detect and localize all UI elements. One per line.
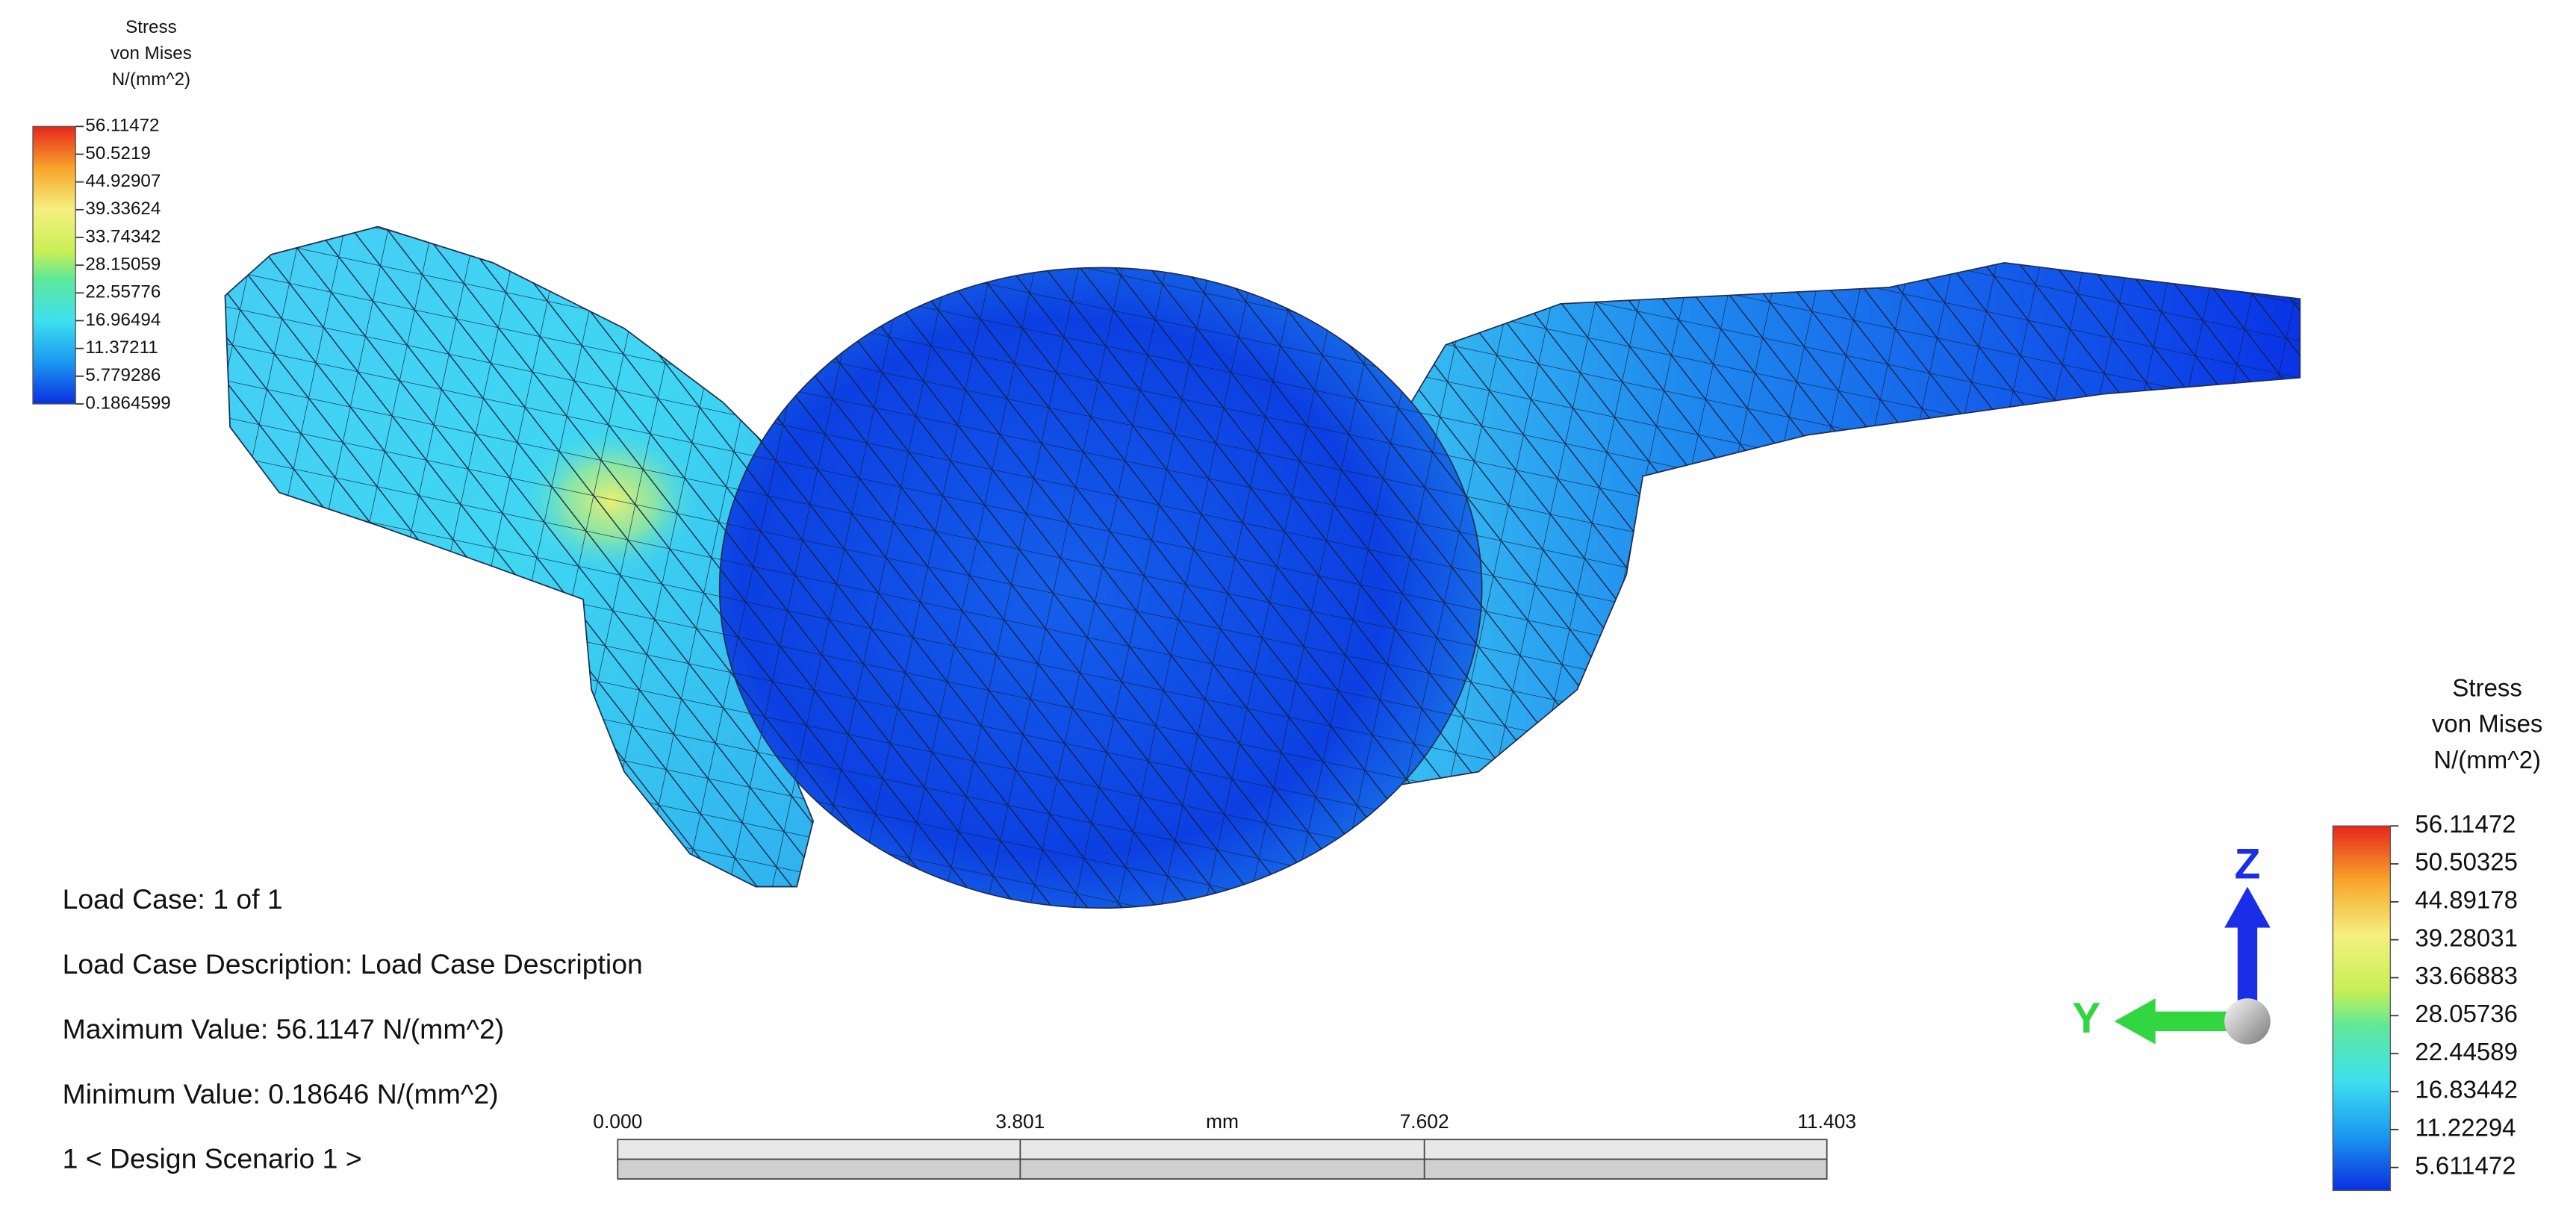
legend-label: 22.44589 xyxy=(2415,1038,2518,1065)
legend-label: 28.05736 xyxy=(2415,1000,2518,1027)
left-arm-mesh xyxy=(225,226,814,887)
legend-label: 44.89178 xyxy=(2415,886,2518,914)
legend-label: 39.33624 xyxy=(85,199,161,219)
legend-title: N/(mm^2) xyxy=(112,69,190,90)
legend-label: 56.11472 xyxy=(85,116,159,136)
legend-label: 22.55776 xyxy=(85,282,161,302)
y-arrow xyxy=(2114,998,2243,1045)
scale-label: 3.801 xyxy=(995,1110,1045,1133)
scale-unit: mm xyxy=(1206,1110,1239,1133)
body-sphere-mesh xyxy=(719,267,1482,909)
legend-label: 33.74342 xyxy=(85,226,161,246)
z-label: Z xyxy=(2234,840,2260,888)
legend-label: 0.1864599 xyxy=(85,393,170,413)
y-label: Y xyxy=(2072,995,2100,1042)
legend-title: Stress xyxy=(125,17,177,37)
legend-bar xyxy=(32,125,76,405)
scale-bar-bottom xyxy=(617,1158,1828,1180)
legend-label: 11.22294 xyxy=(2415,1114,2516,1142)
scale-bar: 0.000 3.801 7.602 11.403 mm xyxy=(593,1110,1856,1180)
legend-label: 44.92907 xyxy=(85,171,161,191)
legend-label: 5.611472 xyxy=(2415,1151,2516,1179)
info-line: Load Case: 1 of 1 xyxy=(63,883,283,915)
scale-label: 7.602 xyxy=(1400,1110,1449,1133)
right-arm-mesh xyxy=(1347,262,2300,788)
legend-label: 5.779286 xyxy=(85,365,161,385)
legend-title: Stress xyxy=(2452,673,2522,701)
z-arrow xyxy=(2224,886,2271,1010)
legend-title: von Mises xyxy=(111,43,192,63)
legend-label: 50.5219 xyxy=(85,143,150,164)
legend-left: 56.11472 50.5219 44.92907 39.33624 33.74342 2… xyxy=(32,17,192,413)
scale-label: 11.403 xyxy=(1797,1110,1856,1133)
model xyxy=(224,225,2301,909)
legend-label: 16.83442 xyxy=(2415,1076,2518,1104)
legend-label: 39.28031 xyxy=(2415,924,2518,951)
legend-title: N/(mm^2) xyxy=(2433,746,2541,774)
legend-label: 56.11472 xyxy=(2415,810,2516,838)
legend-right: 56.11472 50.50325 44.89178 39.28031 33.66883… xyxy=(2332,673,2543,1192)
info-line: Minimum Value: 0.18646 N/(mm^2) xyxy=(63,1078,499,1109)
legend-label: 33.66883 xyxy=(2415,962,2518,989)
legend-title: von Mises xyxy=(2432,710,2543,738)
scale-bar-top xyxy=(617,1139,1828,1160)
info-line: 1 < Design Scenario 1 > xyxy=(63,1143,362,1174)
legend-label: 11.37211 xyxy=(85,337,158,358)
info-panel: Load Case: 1 of 1 Load Case Description: … xyxy=(63,883,643,1174)
legend-label: 28.15059 xyxy=(85,255,161,275)
legend-label: 16.96494 xyxy=(85,310,161,330)
legend-bar xyxy=(2332,825,2392,1192)
axis-triad: Z Y xyxy=(2072,840,2271,1045)
origin-ball xyxy=(2224,998,2271,1045)
info-line: Load Case Description: Load Case Descrip… xyxy=(63,948,643,980)
info-line: Maximum Value: 56.1147 N/(mm^2) xyxy=(63,1013,505,1045)
legend-label: 50.50325 xyxy=(2415,848,2518,876)
scale-label: 0.000 xyxy=(593,1110,642,1133)
